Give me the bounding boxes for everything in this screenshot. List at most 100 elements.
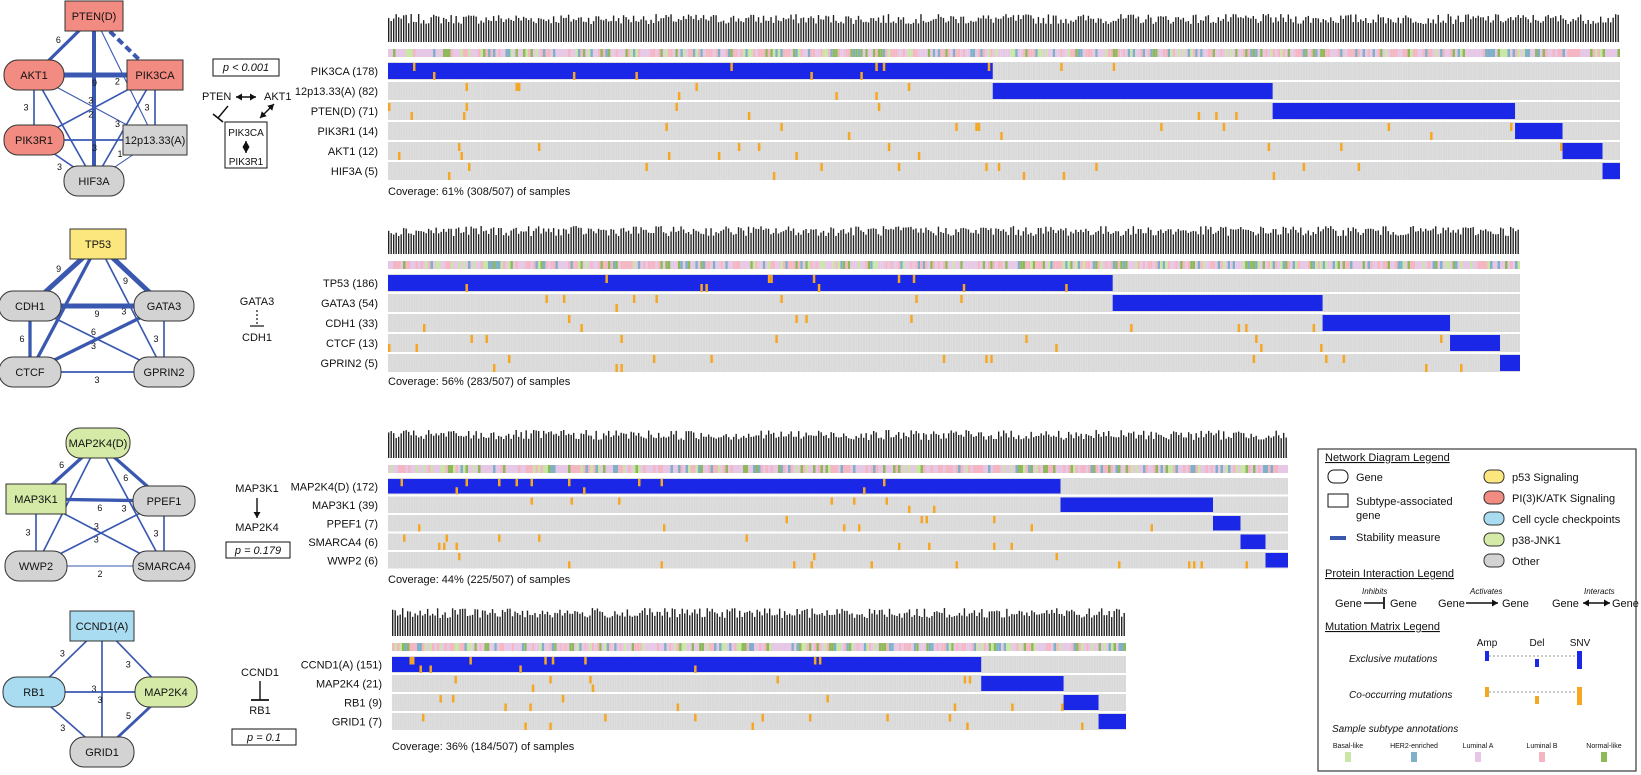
sample-id-label <box>967 22 970 42</box>
sample-id-label <box>1097 18 1100 42</box>
sample-subtype-cell <box>712 49 716 57</box>
sample-subtype-cell <box>835 261 838 269</box>
sample-subtype-cell <box>1047 49 1051 57</box>
sample-subtype-cell <box>1227 49 1231 57</box>
sample-subtype-cell <box>1205 261 1208 269</box>
sample-id-label <box>1305 17 1307 42</box>
sample-id-label <box>1377 14 1379 42</box>
sample-subtype-cell <box>1517 49 1521 57</box>
sample-subtype-cell <box>1030 49 1033 57</box>
sample-id-label <box>1357 232 1359 254</box>
sample-subtype-cell <box>1060 49 1063 57</box>
sample-subtype-cell <box>1100 49 1103 57</box>
sample-subtype-cell <box>1377 261 1381 269</box>
sample-subtype-cell <box>1152 261 1156 269</box>
sample-id-label <box>455 228 457 254</box>
mutation-matrix: TP53 (186)GATA3 (54)CDH1 (33)CTCF (13)GP… <box>321 226 1520 388</box>
sample-subtype-cell <box>787 261 791 269</box>
sample-id-label <box>507 235 510 254</box>
sample-id-label <box>975 21 977 42</box>
sample-id-label <box>1025 14 1027 43</box>
sample-subtype-cell <box>1535 49 1538 57</box>
matrix-row: HIF3A (5) <box>331 162 1620 180</box>
sample-id-label <box>1325 20 1327 42</box>
sample-id-label <box>592 21 595 42</box>
sample-id-label <box>847 16 850 42</box>
sample-id-label <box>532 230 535 254</box>
sample-id-label <box>1250 231 1252 254</box>
sample-id-label <box>1085 228 1087 254</box>
sample-subtype-cell <box>860 49 863 57</box>
sample-subtype-cell <box>750 261 753 269</box>
sample-id-label <box>1425 23 1427 42</box>
sample-subtype-cell <box>1132 261 1136 269</box>
sample-subtype-cell <box>425 261 428 269</box>
sample-id-label <box>552 228 555 254</box>
sample-id-label <box>1160 16 1162 42</box>
interacts-arrow-head <box>250 93 256 101</box>
cooccurring-mutation <box>977 123 981 131</box>
sample-subtype-cell <box>1457 49 1461 57</box>
sample-subtype-cell <box>770 49 773 57</box>
sample-id-label <box>1455 232 1457 254</box>
sample-subtype-cell <box>897 261 901 269</box>
sample-id-label <box>1577 17 1579 42</box>
sample-subtype-cell <box>475 49 478 57</box>
sample-id-label <box>1385 226 1387 254</box>
sample-id-label <box>1185 230 1187 254</box>
sample-subtype-cell <box>1452 49 1456 57</box>
sample-id-label <box>825 235 827 254</box>
sample-id-label <box>965 23 967 42</box>
sample-id-label <box>1185 21 1187 42</box>
sample-subtype-cell <box>1440 49 1443 57</box>
sample-subtype-cell <box>972 261 976 269</box>
sample-id-label <box>1190 23 1192 42</box>
sample-subtype-cell <box>752 261 756 269</box>
sample-subtype-cell <box>560 261 563 269</box>
sample-id-label <box>992 234 995 254</box>
sample-subtype-cell <box>1322 49 1326 57</box>
sample-subtype-cell <box>1382 261 1386 269</box>
sample-subtype-cell <box>1267 49 1271 57</box>
sample-subtype-cell <box>782 49 786 57</box>
sample-subtype-cell <box>1090 49 1093 57</box>
sample-id-label <box>690 16 692 42</box>
sample-id-label <box>1130 14 1132 42</box>
sample-subtype-cell <box>1312 49 1316 57</box>
sample-id-label <box>1230 228 1232 254</box>
sample-subtype-cell <box>1112 49 1116 57</box>
sample-id-label <box>1125 231 1127 254</box>
sample-id-label <box>562 17 565 42</box>
sample-subtype-cell <box>388 49 391 57</box>
sample-id-label <box>1405 15 1407 42</box>
sample-id-label <box>1022 15 1025 43</box>
mutation-block <box>992 83 1273 99</box>
sample-subtype-cell <box>1047 261 1051 269</box>
cooccurring-mutation <box>397 152 401 160</box>
sample-subtype-cell <box>1105 261 1108 269</box>
sample-id-label <box>1487 16 1489 42</box>
sample-subtype-cell <box>662 261 666 269</box>
sample-subtype-cell <box>707 261 711 269</box>
sample-subtype-cell <box>1365 49 1368 57</box>
gene-node <box>3 124 65 156</box>
sample-subtype-cell <box>960 261 963 269</box>
sample-subtype-cell <box>535 49 538 57</box>
sample-id-label <box>642 16 645 42</box>
sample-subtype-cell <box>915 49 918 57</box>
sample-subtype-cell <box>392 49 396 57</box>
sample-subtype-cell <box>910 261 913 269</box>
sample-subtype-cell <box>885 49 888 57</box>
sample-subtype-cell <box>1182 49 1186 57</box>
sample-id-label <box>950 235 952 254</box>
cooccurring-mutation <box>847 132 851 140</box>
matrix-row-label: PIK3CA (178) <box>311 66 378 78</box>
sample-subtype-cell <box>930 49 933 57</box>
sample-id-label <box>1332 229 1334 254</box>
sample-id-label <box>537 18 540 42</box>
sample-id-label <box>1425 228 1427 254</box>
sample-subtype-cell <box>1367 49 1371 57</box>
sample-subtype-cell <box>1217 49 1221 57</box>
sample-id-label <box>1205 16 1207 42</box>
sample-id-label <box>1385 23 1387 42</box>
